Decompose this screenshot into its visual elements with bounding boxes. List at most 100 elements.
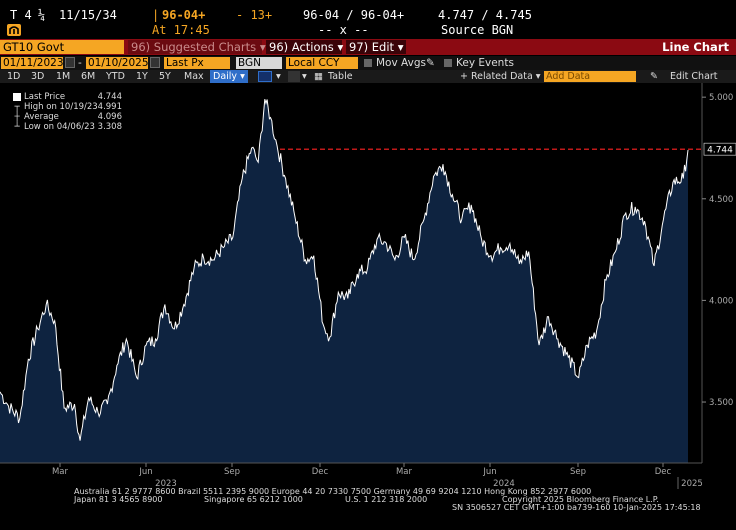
x-year-label: 2023: [155, 479, 177, 489]
legend-key: Low on 04/06/23: [24, 122, 95, 132]
legend-value: 4.744: [97, 92, 122, 102]
average-marker-icon: ┼: [14, 112, 20, 122]
legend-key: Last Price: [24, 92, 66, 102]
last-price-label: 4.744: [707, 146, 733, 156]
chevron-down-icon[interactable]: ▾: [302, 71, 307, 82]
table-button[interactable]: Table: [328, 71, 353, 82]
period-bar: 1D 3D 1M 6M YTD 1Y 5Y Max Daily ▾ ▾ ▾ ▦ …: [0, 70, 736, 83]
x-year-label: 2025: [681, 479, 703, 489]
quote-time: At 17:45: [152, 23, 210, 37]
actions-button[interactable]: 96) Actions ▾: [266, 40, 344, 54]
period-1m[interactable]: 1M: [56, 71, 71, 82]
y-tick-label: 3.500: [709, 398, 733, 408]
calendar-icon[interactable]: [65, 57, 75, 68]
maturity-date: 11/15/34: [59, 8, 117, 22]
legend-average: ┼ Average 4.096: [2, 112, 126, 122]
related-data-button[interactable]: + Related Data ▾: [460, 71, 541, 82]
legend-key: High on 10/19/23: [24, 102, 98, 112]
x-tick-label: Dec: [312, 467, 329, 477]
edit-chart-button[interactable]: Edit Chart: [670, 71, 718, 82]
footer-copyright: Copyright 2025 Bloomberg Finance L.P.: [502, 495, 659, 504]
chevron-down-icon: ▾: [397, 40, 404, 54]
date-range-bar: 01/11/2023 - 01/10/2025 Last Px BGN Loca…: [0, 56, 736, 70]
end-date-input[interactable]: 01/10/2025: [86, 57, 149, 69]
frequency-dropdown[interactable]: Daily ▾: [210, 70, 248, 83]
date-separator: -: [78, 57, 82, 69]
net-change: - 13+: [236, 8, 273, 22]
x-tick-label: Mar: [52, 467, 69, 477]
field-selector[interactable]: Last Px: [164, 57, 230, 69]
x-year-label: 2024: [493, 479, 515, 489]
series-area: [0, 99, 688, 463]
series-line: [0, 99, 689, 441]
legend-key: Average: [24, 112, 59, 122]
high-marker-icon: ┬: [14, 102, 20, 112]
line-chart-icon[interactable]: [258, 71, 272, 82]
chevron-down-icon[interactable]: ▾: [276, 71, 281, 82]
legend-last-price: Last Price 4.744: [2, 92, 126, 102]
line-chart: 4.744 5.000 4.500 4.000 3.500 Mar Jun Sep Dec Mar…: [0, 83, 736, 530]
table-icon[interactable]: ▦: [314, 71, 323, 82]
coupon-fraction: ¼: [38, 8, 46, 22]
quote-row-2: At 17:45 -- x -- Source BGN: [0, 23, 736, 39]
security-type: T 4: [10, 8, 32, 22]
pencil-icon[interactable]: ✎: [426, 57, 435, 69]
bid-ask-yield: 4.747 / 4.745: [438, 8, 532, 22]
function-toolbar: GT10 Govt 96) Suggested Charts ▾ 96) Act…: [0, 39, 736, 55]
y-tick-label: 4.000: [709, 296, 733, 306]
low-marker-icon: ┴: [14, 122, 20, 132]
bid-ask-size: -- x --: [318, 23, 369, 37]
edit-button[interactable]: 97) Edit ▾: [346, 40, 406, 54]
x-tick-label: Sep: [570, 467, 586, 477]
period-max[interactable]: Max: [184, 71, 204, 82]
legend-value: 4.991: [97, 102, 122, 112]
suggested-charts-button[interactable]: 96) Suggested Charts ▾: [128, 40, 266, 54]
add-data-input[interactable]: Add Data: [544, 71, 636, 82]
bid-ask-price: 96-04 / 96-04+: [303, 8, 405, 22]
quote-row-1: T 4 ¼ 11/15/34 | 96-04+ - 13+ 96-04 / 96…: [0, 8, 736, 24]
bar-chart-icon[interactable]: [288, 71, 300, 82]
chevron-down-icon: ▾: [337, 40, 344, 54]
start-date-input[interactable]: 01/11/2023: [1, 57, 64, 69]
x-tick-label: Mar: [396, 467, 413, 477]
legend-value: 4.096: [97, 112, 122, 122]
key-events-checkbox[interactable]: [444, 59, 452, 67]
mov-avgs-label[interactable]: Mov Avgs: [376, 57, 426, 69]
edit-label: 97) Edit: [349, 40, 395, 54]
legend-high: ┬ High on 10/19/23 4.991: [2, 102, 126, 112]
footer-japan: Japan 81 3 4565 8900: [74, 495, 163, 504]
y-tick-label: 5.000: [709, 93, 733, 103]
price-bar-icon: |: [152, 8, 160, 22]
chart-area[interactable]: 4.744 5.000 4.500 4.000 3.500 Mar Jun Sep Dec Mar…: [0, 83, 736, 530]
chevron-down-icon: ▾: [259, 40, 266, 54]
frequency-label: Daily: [213, 71, 238, 82]
footer-contacts: Australia 61 2 9777 8600 Brazil 5511 239…: [0, 486, 736, 530]
period-3d[interactable]: 3D: [31, 71, 45, 82]
ticker-field[interactable]: GT10 Govt: [0, 40, 124, 54]
pencil-icon[interactable]: ✎: [650, 71, 658, 82]
related-data-label: + Related Data: [460, 71, 533, 82]
calendar-icon[interactable]: [150, 57, 160, 68]
chart-legend[interactable]: Last Price 4.744 ┬ High on 10/19/23 4.99…: [2, 90, 126, 136]
last-price-swatch: [13, 93, 21, 101]
suggested-charts-label: 96) Suggested Charts: [131, 40, 257, 54]
key-events-label[interactable]: Key Events: [456, 57, 514, 69]
footer-session: SN 3506527 CET GMT+1:00 ba739-160 10-Jan…: [452, 503, 701, 512]
period-ytd[interactable]: YTD: [106, 71, 125, 82]
legend-value: 3.308: [97, 122, 122, 132]
source-selector[interactable]: BGN: [236, 57, 282, 69]
last-price: 96-04+: [162, 8, 206, 22]
currency-selector[interactable]: Local CCY: [286, 57, 358, 69]
x-tick-label: Dec: [655, 467, 672, 477]
period-6m[interactable]: 6M: [81, 71, 96, 82]
x-tick-label: Jun: [482, 467, 496, 477]
pricing-source: Source BGN: [441, 23, 514, 37]
mov-avgs-checkbox[interactable]: [364, 59, 372, 67]
period-1d[interactable]: 1D: [7, 71, 21, 82]
period-1y[interactable]: 1Y: [136, 71, 148, 82]
last-price-tag: [703, 142, 736, 156]
legend-low: ┴ Low on 04/06/23 3.308: [2, 122, 126, 132]
period-5y[interactable]: 5Y: [159, 71, 171, 82]
footer-line-1: Australia 61 2 9777 8600 Brazil 5511 239…: [74, 487, 592, 496]
footer-singapore: Singapore 65 6212 1000: [204, 495, 303, 504]
